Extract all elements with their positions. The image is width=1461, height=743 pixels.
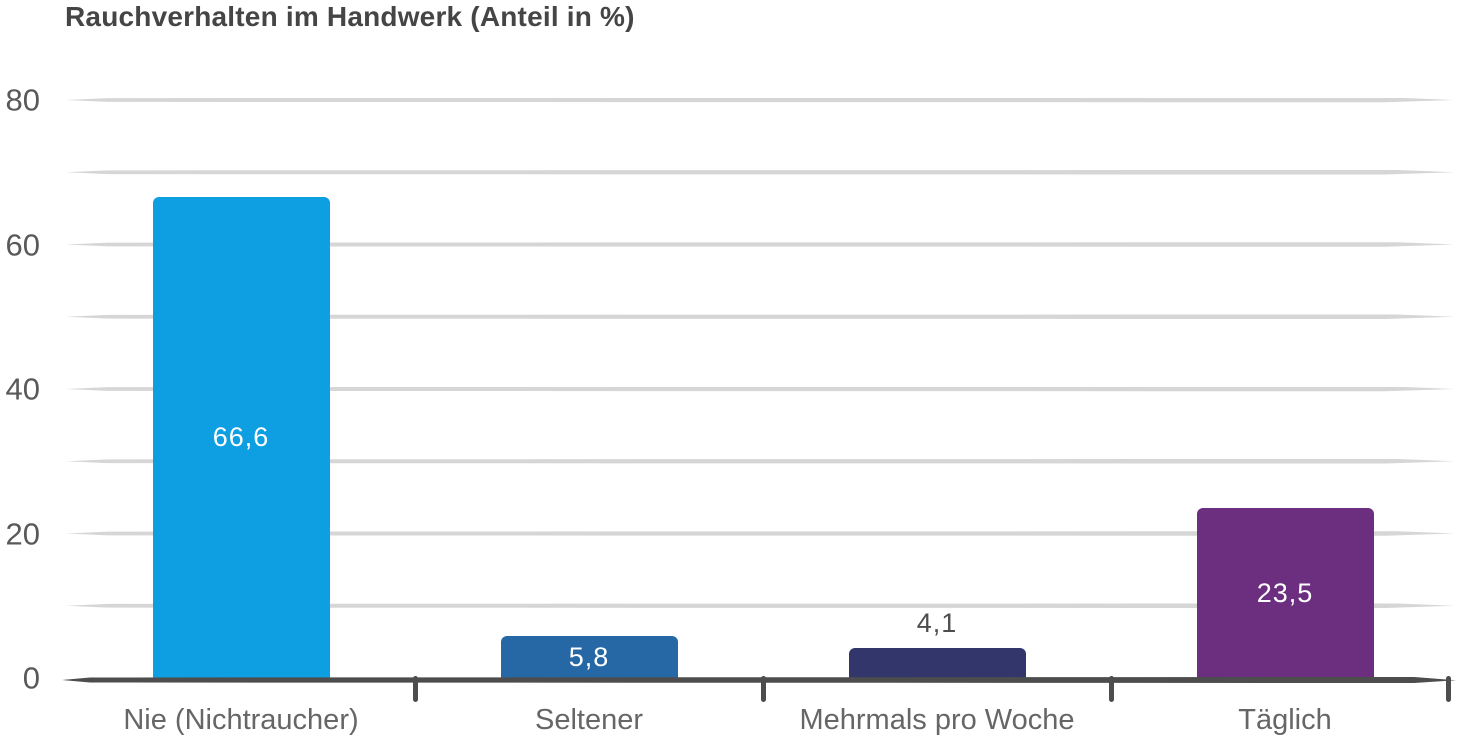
x-axis-category-label: Täglich [1238, 704, 1332, 736]
bar [1196, 508, 1374, 678]
y-axis-tick-label: 40 [5, 371, 40, 407]
bar-value-label: 23,5 [1256, 578, 1314, 609]
y-axis-tick-label: 60 [5, 227, 40, 262]
x-axis-tick [1108, 676, 1114, 702]
gridline [66, 458, 1454, 464]
bar [848, 648, 1026, 678]
gridline [66, 314, 1454, 320]
bar-value-label: 66,6 [212, 422, 270, 453]
bar [152, 196, 330, 678]
x-axis-tick [412, 676, 418, 702]
chart-title: Rauchverhalten im Handwerk (Anteil in %) [65, 1, 635, 32]
bar-value-label: 4,1 [916, 608, 958, 639]
gridline [66, 531, 1454, 536]
gridline [66, 242, 1454, 247]
x-axis-category-label: Mehrmals pro Woche [799, 704, 1075, 736]
bar [500, 636, 678, 678]
x-axis-category-label: Nie (Nichtraucher) [123, 704, 359, 736]
gridline [66, 386, 1454, 392]
gridline [66, 169, 1454, 175]
gridline [66, 97, 1454, 103]
y-axis-tick-label: 20 [5, 516, 40, 551]
x-axis-category-label: Seltener [534, 704, 643, 736]
x-axis-tick [760, 676, 766, 702]
bar-value-label: 5,8 [568, 642, 610, 673]
y-axis-tick-label: 80 [5, 82, 40, 118]
x-axis-tick [1445, 676, 1451, 702]
y-axis-tick-label: 0 [22, 660, 40, 696]
x-axis-line [62, 677, 1456, 683]
gridline [66, 603, 1454, 609]
